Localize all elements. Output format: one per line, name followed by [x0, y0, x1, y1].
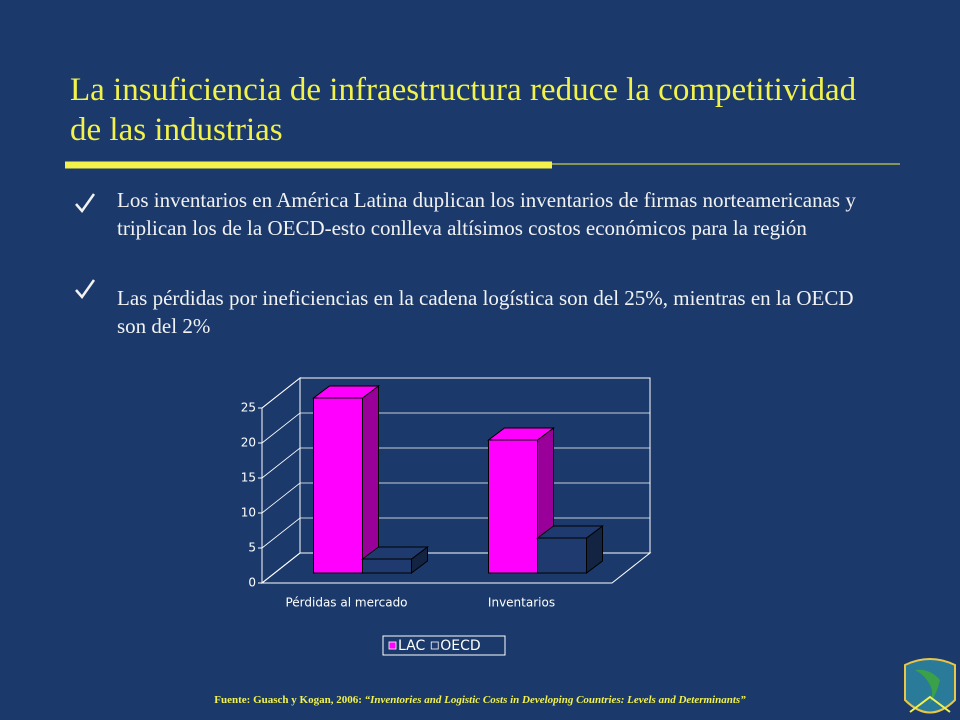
bar-front — [313, 397, 363, 574]
slide-title: La insuficiencia de infraestructura redu… — [70, 72, 857, 148]
x-tick-label: Pérdidas al mercado — [285, 596, 407, 610]
bullet-text: Las pérdidas por ineficiencias en la cad… — [117, 286, 854, 338]
y-tick-label: 20 — [241, 436, 256, 450]
bar — [361, 546, 429, 574]
y-tick-label: 10 — [241, 506, 256, 520]
source-note: Fuente: Guasch y Kogan, 2006: “Inventori… — [0, 694, 960, 706]
y-tick-label: 5 — [248, 541, 256, 555]
legend-box — [382, 635, 506, 656]
y-tick-label: 25 — [241, 401, 256, 415]
source-title: “Inventories and Logistic Costs in Devel… — [364, 694, 746, 706]
bar — [536, 525, 604, 574]
y-tick-label: 15 — [241, 471, 256, 485]
legend-swatch — [388, 641, 397, 650]
bar-front — [488, 439, 538, 574]
legend-label: OECD — [440, 638, 480, 654]
x-tick-label: Inventarios — [488, 596, 555, 610]
bar — [312, 385, 380, 574]
side-wall — [261, 376, 301, 585]
logo — [904, 658, 956, 714]
source-label: Fuente: Guasch y Kogan, 2006: — [214, 694, 362, 706]
check-icon — [75, 193, 96, 214]
legend-label: LAC — [398, 638, 425, 654]
legend-swatch — [430, 641, 439, 650]
grid-line — [261, 377, 650, 409]
bar-front — [537, 537, 587, 574]
y-tick-label: 0 — [248, 576, 256, 590]
bullet-text: Los inventarios en América Latina duplic… — [117, 188, 856, 240]
check-icon — [75, 279, 96, 300]
bar-front — [362, 558, 412, 574]
bar — [487, 427, 555, 574]
bar-side — [362, 385, 379, 574]
grid-line — [261, 412, 650, 444]
